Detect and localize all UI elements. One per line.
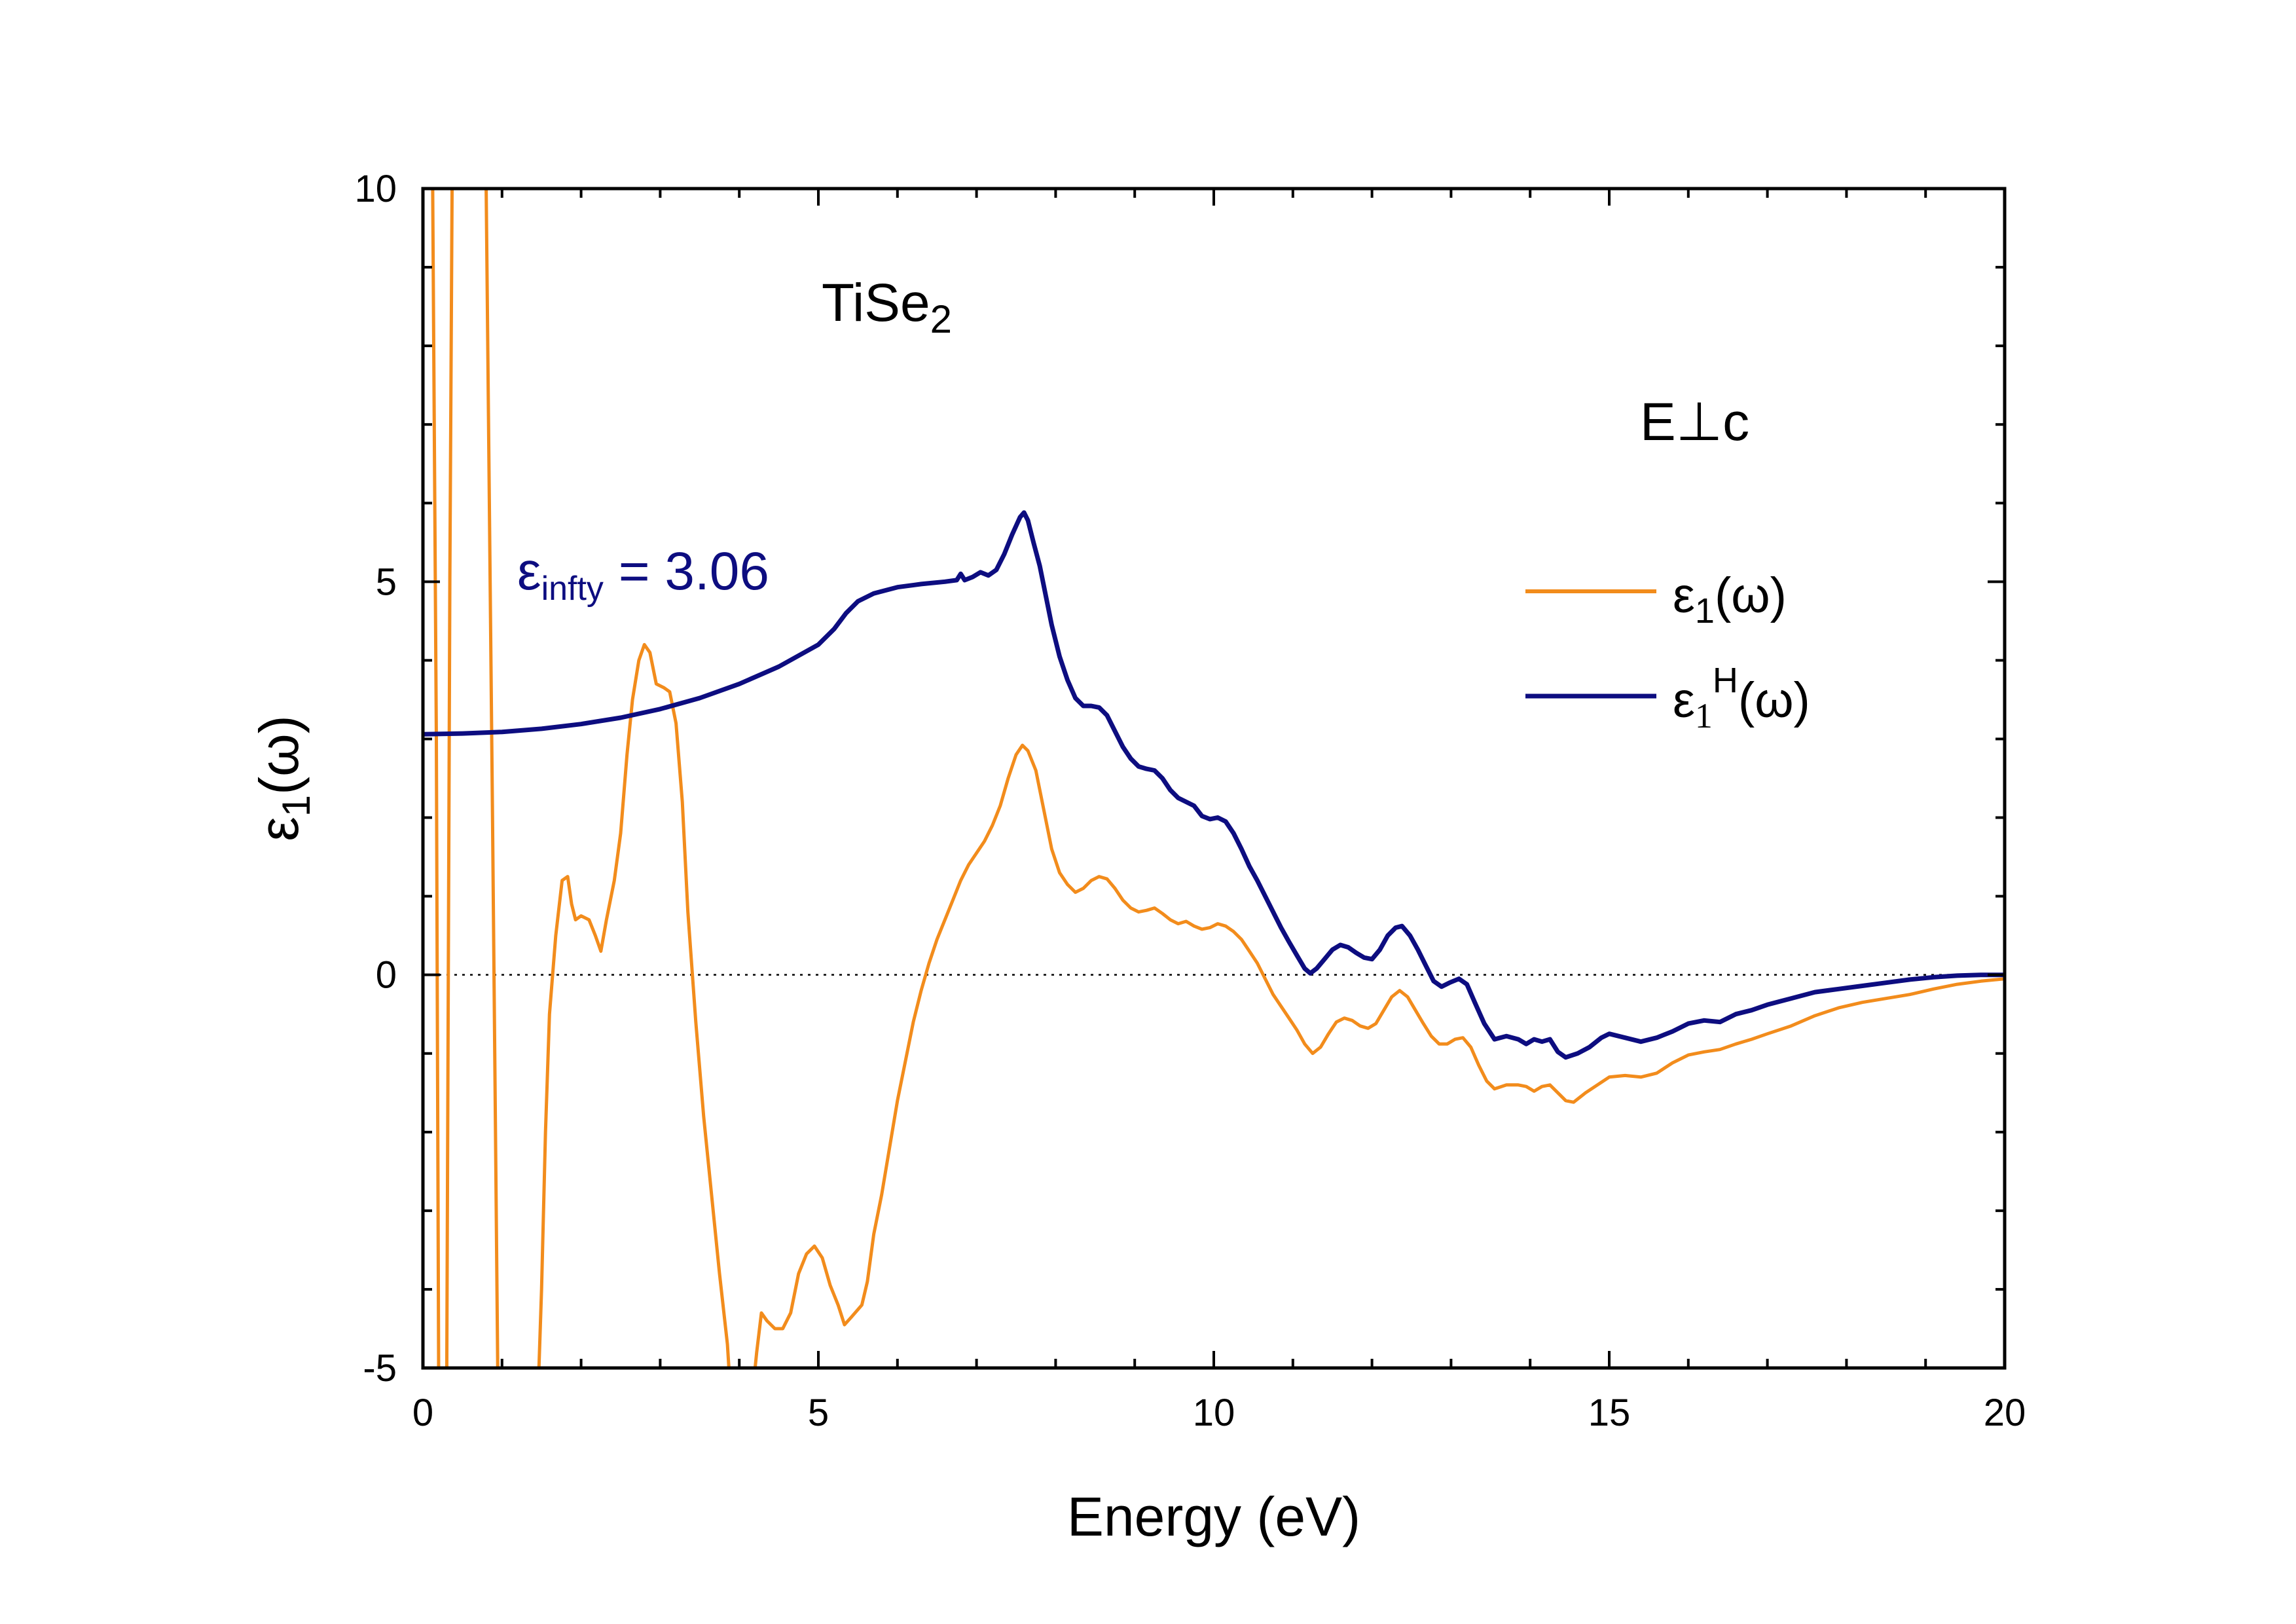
- eps-infinity-annotation: εinfty = 3.06: [517, 542, 769, 608]
- legend-label-eps1-tail: (ω): [1715, 568, 1787, 623]
- legend: ε1(ω) ε1H(ω): [1525, 568, 1810, 735]
- y-axis-title-tail: (ω): [248, 715, 310, 795]
- legend-label-eps1H: ε1H(ω): [1673, 661, 1810, 735]
- eps-infinity-main: ε: [517, 542, 541, 601]
- tick-labels-layer: 0 5 10 15 20 -5 0 5 10: [354, 168, 2026, 1434]
- material-label: TiSe2: [822, 273, 952, 341]
- x-tick-label: 5: [808, 1392, 829, 1434]
- material-label-sub: 2: [930, 297, 952, 341]
- y-axis-title-sub: 1: [274, 795, 318, 817]
- x-tick-label: 20: [1984, 1392, 2026, 1434]
- material-label-main: TiSe: [822, 273, 930, 333]
- plot-frame: [421, 187, 2007, 1370]
- series-eps1-line: [431, 189, 2005, 1368]
- legend-label-eps1: ε1(ω): [1673, 568, 1787, 631]
- y-tick-label: -5: [363, 1347, 397, 1390]
- series-layer: [423, 189, 2005, 1368]
- x-tick-label: 10: [1193, 1392, 1235, 1434]
- y-axis-title-main: ε: [248, 817, 310, 841]
- legend-label-eps1H-sup: H: [1713, 661, 1738, 700]
- y-tick-label: 10: [354, 168, 397, 210]
- legend-label-eps1-main: ε: [1673, 568, 1695, 623]
- legend-label-eps1H-sub: 1: [1695, 696, 1713, 735]
- legend-label-eps1H-tail: (ω): [1738, 673, 1810, 728]
- x-tick-label: 15: [1588, 1392, 1631, 1434]
- polarization-label: E⊥c: [1640, 392, 1749, 452]
- y-axis-title: ε1(ω): [248, 715, 318, 841]
- series-eps1H-line: [423, 510, 2005, 1060]
- eps-infinity-sub: infty: [541, 570, 604, 608]
- legend-label-eps1H-main: ε: [1673, 673, 1695, 728]
- eps-infinity-value: = 3.06: [604, 542, 769, 601]
- legend-label-eps1-sub: 1: [1695, 591, 1715, 631]
- y-tick-label: 5: [376, 561, 397, 603]
- ticks-layer: [422, 187, 2006, 1369]
- x-axis-title: Energy (eV): [1067, 1486, 1360, 1547]
- x-tick-label: 0: [412, 1392, 433, 1434]
- y-tick-label: 0: [376, 954, 397, 997]
